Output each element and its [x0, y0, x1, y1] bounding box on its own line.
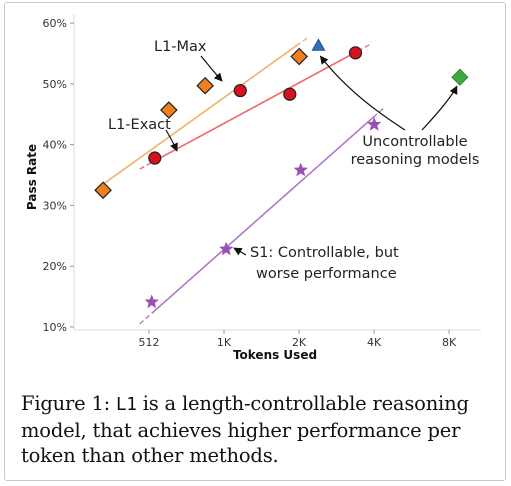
star-marker: [218, 241, 234, 256]
circle-marker: [283, 87, 297, 101]
x-tick-label: 1K: [217, 336, 232, 349]
annotation-l1-exact: L1-Exact: [108, 117, 171, 133]
data-markers: [94, 38, 469, 309]
fit-line: [151, 115, 375, 314]
triangle-marker: [311, 38, 326, 51]
caption-text: is a length-controllable reasoning model…: [21, 392, 469, 467]
star-marker: [366, 116, 382, 131]
circle-marker: [233, 83, 247, 98]
diamond-marker: [160, 101, 178, 119]
caption-prefix: Figure 1:: [21, 392, 117, 415]
star-marker: [293, 162, 309, 177]
arrow-uncontrollable-2: [421, 85, 458, 131]
diamond-marker: [94, 181, 112, 200]
arrow-s1: [233, 247, 247, 256]
fit-line: [154, 51, 356, 162]
figure-frame: [4, 2, 506, 481]
y-tick-label: 30%: [43, 199, 67, 212]
y-tick-label: 10%: [43, 321, 67, 334]
circle-marker: [348, 46, 363, 60]
caption-code: L1: [116, 395, 137, 415]
arrow-l1-exact: [165, 129, 178, 152]
diamond-marker: [196, 76, 214, 95]
diamond-marker: [451, 68, 469, 86]
y-tick-label: 40%: [43, 139, 67, 152]
axes: 10% 20% 30% 40% 50% 60% 512 1K 2K 4K 8K: [43, 14, 481, 349]
annotation-l1-max: L1-Max: [154, 39, 207, 55]
x-axis-label: Tokens Used: [233, 348, 317, 362]
star-marker: [144, 294, 160, 309]
x-tick-label: 512: [139, 336, 160, 349]
circle-marker: [148, 151, 162, 165]
arrow-uncontrollable-1: [319, 55, 406, 131]
y-tick-label: 20%: [43, 260, 67, 273]
x-tick-label: 2K: [292, 336, 307, 349]
x-tick-label: 4K: [367, 336, 382, 349]
y-tick-label: 50%: [43, 78, 67, 91]
arrow-l1-max: [200, 55, 223, 82]
y-axis-label: Pass Rate: [25, 144, 39, 210]
x-tick-label: 8K: [442, 336, 457, 349]
annotation-uncontrollable-line1: Uncontrollable: [362, 134, 467, 150]
diamond-marker: [290, 47, 309, 66]
y-tick-label: 60%: [43, 17, 67, 30]
annotation-arrows: [165, 55, 458, 256]
annotation-s1-line1: S1: Controllable, but: [250, 245, 399, 261]
trend-lines: [94, 35, 385, 325]
annotation-uncontrollable-line2: reasoning models: [351, 152, 480, 168]
fit-line: [102, 43, 300, 185]
annotation-s1-line2: worse performance: [256, 266, 397, 282]
chart: 10% 20% 30% 40% 50% 60% 512 1K 2K 4K 8K Tokens Use…: [25, 14, 481, 362]
chart-labels: Tokens Used Pass Rate L1-Max L1-Exact S1…: [25, 39, 479, 362]
figure-caption: Figure 1: L1 is a length-controllable re…: [21, 391, 493, 468]
